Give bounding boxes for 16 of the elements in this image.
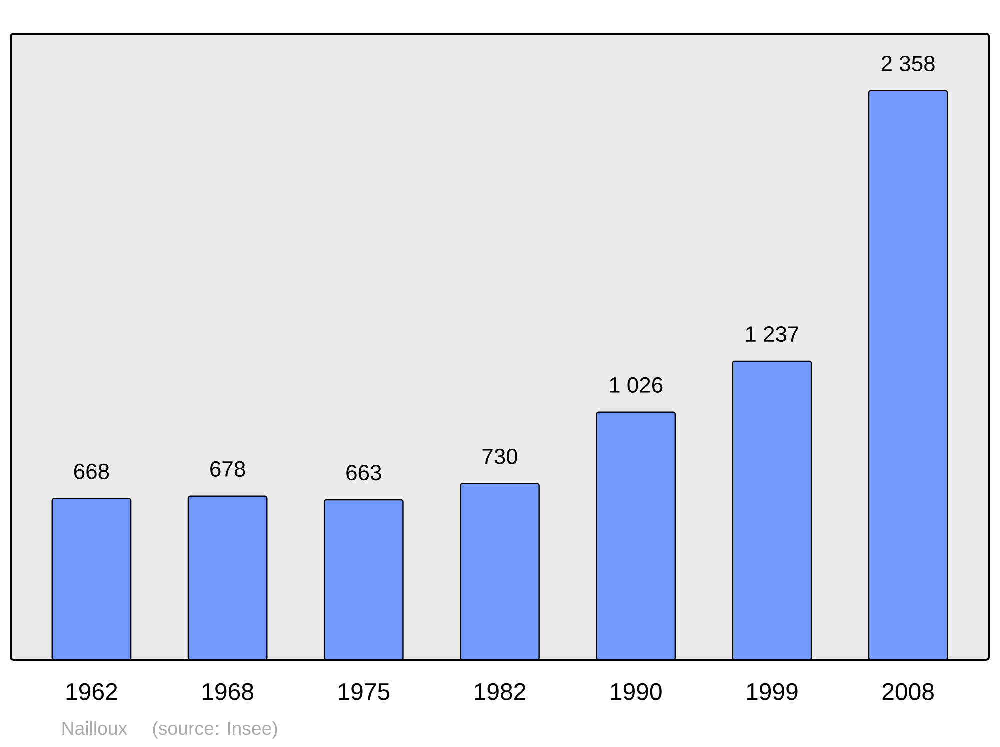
text: (source: Insee) bbox=[153, 721, 278, 739]
data-label: 678 bbox=[210, 461, 246, 477]
data-label: 663 bbox=[346, 465, 382, 481]
text: Nailloux bbox=[62, 721, 128, 736]
x-tick-label: 1962 bbox=[66, 683, 118, 700]
x-tick-label: 1975 bbox=[339, 683, 390, 700]
data-label: 668 bbox=[74, 464, 110, 480]
data-label: 730 bbox=[482, 448, 518, 464]
data-label: 1 026 bbox=[610, 377, 663, 393]
data-label: 1 237 bbox=[746, 326, 799, 342]
x-tick-label: 1968 bbox=[202, 683, 254, 700]
x-tick-label: 1990 bbox=[611, 683, 662, 700]
x-tick-label: 1999 bbox=[747, 683, 798, 700]
data-label: 2 358 bbox=[882, 56, 935, 72]
x-tick-label: 1982 bbox=[475, 683, 526, 700]
x-tick-label: 2008 bbox=[882, 683, 934, 700]
